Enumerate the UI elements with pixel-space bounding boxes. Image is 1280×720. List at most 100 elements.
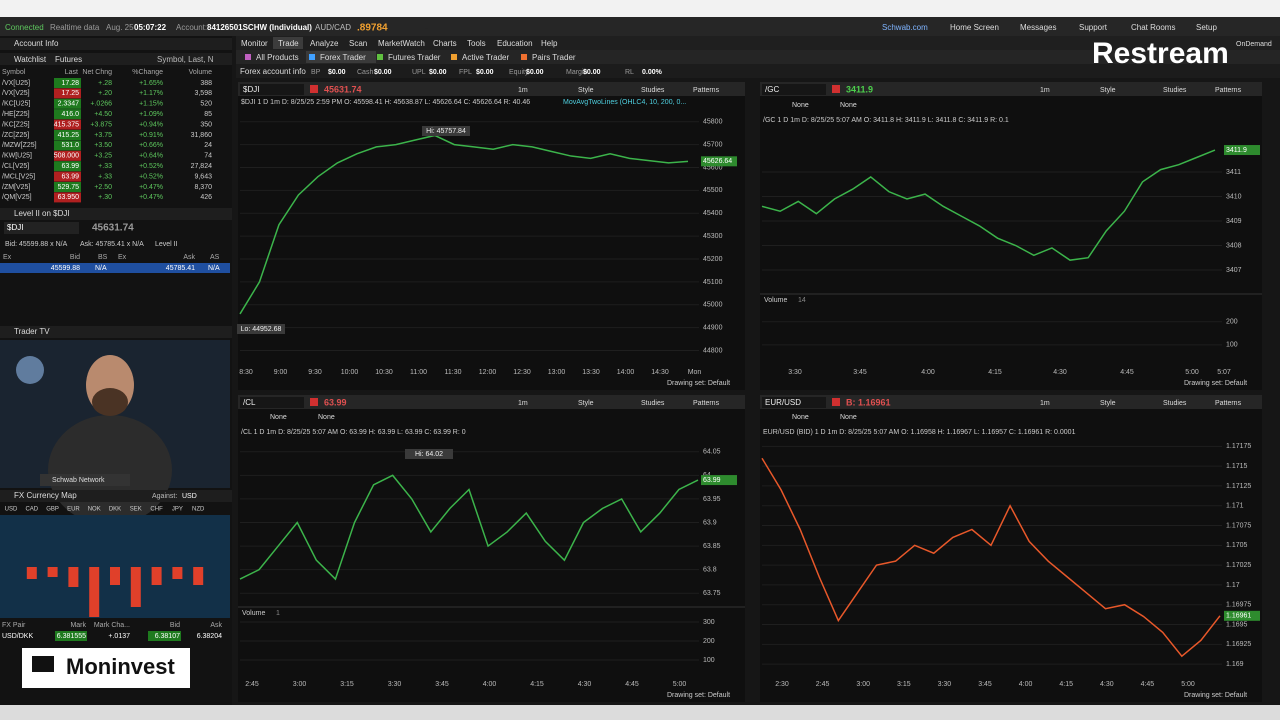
- last-cell: [54, 88, 81, 99]
- currency: EUR: [67, 507, 80, 513]
- column-header: Bid: [170, 622, 180, 629]
- submenu-tab[interactable]: Active Trader: [462, 53, 509, 62]
- chart-toolbar: [238, 82, 745, 96]
- label: AUD/CAD: [424, 26, 429, 29]
- menu-tab[interactable]: Analyze: [310, 39, 339, 48]
- style-button[interactable]: Style: [1100, 400, 1116, 407]
- chart-info: EUR/USD (BID) 1 D 1m D: 8/25/25 5:07 AM …: [763, 429, 1076, 436]
- drawing-set: Drawing set: Default: [1184, 692, 1247, 699]
- menu-tab[interactable]: Education: [497, 39, 533, 48]
- section-header: [0, 53, 232, 65]
- menu-tab[interactable]: MarketWatch: [378, 39, 425, 48]
- patterns-button[interactable]: Patterns: [693, 87, 720, 94]
- section-title: Watchlist: [14, 55, 47, 64]
- patterns-button[interactable]: Patterns: [1215, 87, 1242, 94]
- last-cell: [54, 119, 81, 130]
- studies-button[interactable]: Studies: [641, 400, 665, 407]
- menu-tab[interactable]: Charts: [433, 39, 457, 48]
- y-tick-label: 45500: [703, 187, 723, 194]
- watchlist-selector[interactable]: Futures: [55, 55, 82, 64]
- x-tick-label: 3:45: [435, 681, 449, 688]
- net-change: +.20: [98, 90, 112, 97]
- studies-button[interactable]: Studies: [1163, 400, 1187, 407]
- fx-bar: [26, 567, 37, 579]
- currency: SEK: [130, 507, 142, 513]
- top-link[interactable]: Schwab.com: [882, 23, 928, 32]
- symbol-input[interactable]: EUR/USD: [765, 398, 801, 407]
- submenu-tab[interactable]: Pairs Trader: [532, 53, 576, 62]
- menu-tab[interactable]: Help: [541, 39, 558, 48]
- label: $0.00: [328, 69, 346, 76]
- x-tick-label: 4:15: [1059, 681, 1073, 688]
- fx-cell: USD/DKK: [2, 633, 33, 640]
- symbol-input[interactable]: /GC: [765, 85, 779, 94]
- last-price: 17.28: [61, 80, 79, 87]
- net-change: +3.875: [90, 121, 112, 128]
- label: 0.00%: [642, 69, 663, 76]
- label: Schwab Network: [52, 477, 105, 484]
- studies-button[interactable]: Studies: [1163, 87, 1187, 94]
- account-selector[interactable]: 84126501SCHW (Individual): [207, 23, 312, 32]
- section-header: [0, 38, 232, 50]
- label: None: [840, 414, 857, 421]
- x-tick-label: 2:45: [816, 681, 830, 688]
- last-price-tag: [701, 156, 737, 167]
- interval-button[interactable]: 1m: [518, 87, 528, 94]
- y-tick-label: 1.1695: [1226, 621, 1248, 628]
- submenu-tab[interactable]: All Products: [256, 53, 299, 62]
- x-tick-label: 4:15: [988, 369, 1002, 376]
- top-link[interactable]: Support: [1079, 23, 1108, 32]
- last-price-label: 1.16961: [1226, 613, 1251, 620]
- x-tick-label: 4:30: [578, 681, 592, 688]
- y-tick-label: 1.171: [1226, 503, 1244, 510]
- column-header: Net Chng: [82, 69, 112, 76]
- volume: 350: [200, 121, 212, 128]
- currency: DKK: [109, 507, 121, 513]
- x-tick-label: 3:15: [897, 681, 911, 688]
- price-line: [761, 149, 1216, 261]
- drawing-set: Drawing set: Default: [667, 692, 730, 699]
- menu-tab[interactable]: Monitor: [241, 39, 268, 48]
- symbol-input[interactable]: $DJI: [243, 85, 259, 94]
- menu-tab[interactable]: Scan: [349, 39, 367, 48]
- top-link[interactable]: Setup: [1196, 23, 1217, 32]
- patterns-button[interactable]: Patterns: [1215, 400, 1242, 407]
- submenu-tab[interactable]: Futures Trader: [388, 53, 441, 62]
- x-tick-label: 4:00: [921, 369, 935, 376]
- style-button[interactable]: Style: [578, 87, 594, 94]
- menu-tab[interactable]: Tools: [467, 39, 486, 48]
- interval-button[interactable]: 1m: [1040, 400, 1050, 407]
- menu-tab[interactable]: Trade: [278, 39, 299, 48]
- label: FPL: [459, 69, 472, 76]
- last-cell: [54, 109, 81, 120]
- currency-selector[interactable]: USD: [182, 493, 197, 500]
- style-button[interactable]: Style: [1100, 87, 1116, 94]
- symbol-input[interactable]: /CL: [243, 398, 256, 407]
- top-link[interactable]: Chat Rooms: [1131, 23, 1175, 32]
- interval-button[interactable]: 1m: [1040, 87, 1050, 94]
- price-flag: [310, 398, 318, 406]
- top-link[interactable]: Home Screen: [950, 23, 999, 32]
- submenu-tab[interactable]: Forex Trader: [320, 53, 366, 62]
- x-tick-label: 5:00: [1181, 681, 1195, 688]
- last-price: 508.000: [54, 153, 79, 160]
- studies-button[interactable]: Studies: [641, 87, 665, 94]
- symbol-box: [240, 84, 304, 95]
- ondemand-button[interactable]: OnDemand: [1236, 41, 1272, 48]
- currency: GBP: [46, 507, 59, 513]
- fx-bar: [89, 567, 100, 617]
- submenu-active-tab: [306, 51, 376, 63]
- patterns-button[interactable]: Patterns: [693, 400, 720, 407]
- top-link[interactable]: Messages: [1020, 23, 1056, 32]
- percent-change: +0.66%: [139, 142, 163, 149]
- net-change: +.30: [98, 194, 112, 201]
- percent-change: +1.09%: [139, 111, 163, 118]
- net-change: +4.50: [94, 111, 112, 118]
- currency: NOK: [88, 507, 101, 513]
- x-tick-label: 10:00: [341, 369, 359, 376]
- search-box[interactable]: Symbol, Last, N: [157, 55, 214, 64]
- interval-button[interactable]: 1m: [518, 400, 528, 407]
- label: RL: [625, 69, 634, 76]
- currency: JPY: [172, 507, 183, 513]
- style-button[interactable]: Style: [578, 400, 594, 407]
